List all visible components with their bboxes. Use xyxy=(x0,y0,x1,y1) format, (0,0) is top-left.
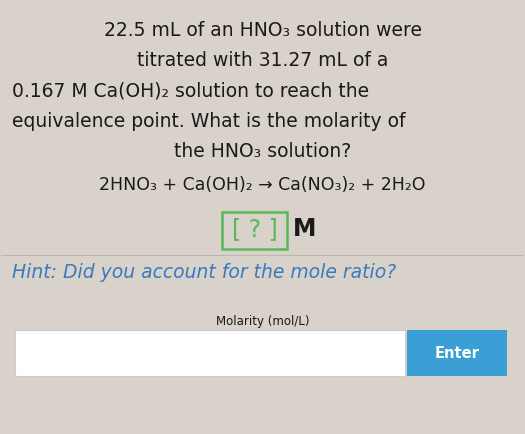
Text: 0.167 M Ca(OH)₂ solution to reach the: 0.167 M Ca(OH)₂ solution to reach the xyxy=(12,81,369,100)
FancyBboxPatch shape xyxy=(16,330,405,376)
Text: 22.5 mL of an HNO₃ solution were: 22.5 mL of an HNO₃ solution were xyxy=(103,21,422,40)
Text: M: M xyxy=(292,216,316,240)
Text: Hint: Did you account for the mole ratio?: Hint: Did you account for the mole ratio… xyxy=(12,262,396,281)
Text: the HNO₃ solution?: the HNO₃ solution? xyxy=(174,141,351,161)
FancyBboxPatch shape xyxy=(407,330,507,376)
Text: titrated with 31.27 mL of a: titrated with 31.27 mL of a xyxy=(137,51,388,70)
Text: equivalence point. What is the molarity of: equivalence point. What is the molarity … xyxy=(12,112,405,130)
Text: Enter: Enter xyxy=(435,345,479,360)
Text: 2HNO₃ + Ca(OH)₂ → Ca(NO₃)₂ + 2H₂O: 2HNO₃ + Ca(OH)₂ → Ca(NO₃)₂ + 2H₂O xyxy=(99,176,426,194)
Text: Molarity (mol/L): Molarity (mol/L) xyxy=(216,314,309,327)
Text: [ ? ]: [ ? ] xyxy=(232,216,278,240)
